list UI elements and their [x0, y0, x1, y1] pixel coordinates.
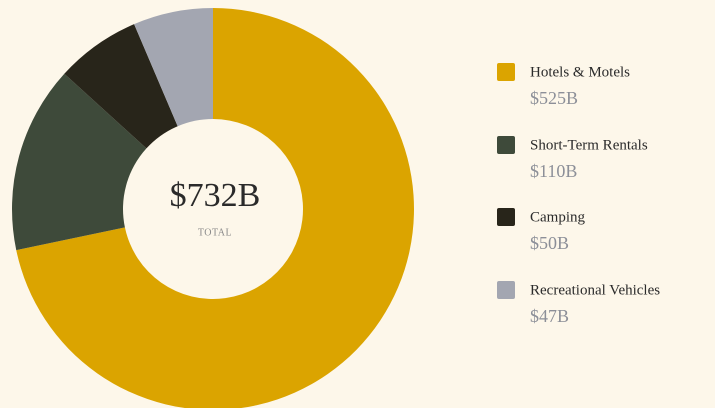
center-sublabel: TOTAL — [198, 227, 232, 238]
legend-value: $525B — [530, 88, 578, 108]
legend-swatch — [497, 281, 515, 299]
donut-slice — [134, 8, 213, 127]
donut-slice — [64, 24, 178, 149]
legend-value: $47B — [530, 306, 569, 326]
legend-label: Short-Term Rentals — [530, 137, 648, 153]
donut-slice — [16, 8, 414, 408]
legend-value: $50B — [530, 233, 569, 253]
legend: Hotels & Motels $525B Short-Term Rentals $1… — [497, 63, 660, 326]
donut-slice — [12, 73, 147, 251]
legend-label: Recreational Vehicles — [530, 282, 660, 298]
legend-label: Hotels & Motels — [530, 64, 630, 80]
donut — [12, 8, 414, 408]
center-label: $732B — [170, 177, 261, 214]
legend-value: $110B — [530, 161, 577, 181]
legend-label: Camping — [530, 209, 585, 225]
legend-swatch — [497, 136, 515, 154]
legend-swatch — [497, 208, 515, 226]
legend-swatch — [497, 63, 515, 81]
